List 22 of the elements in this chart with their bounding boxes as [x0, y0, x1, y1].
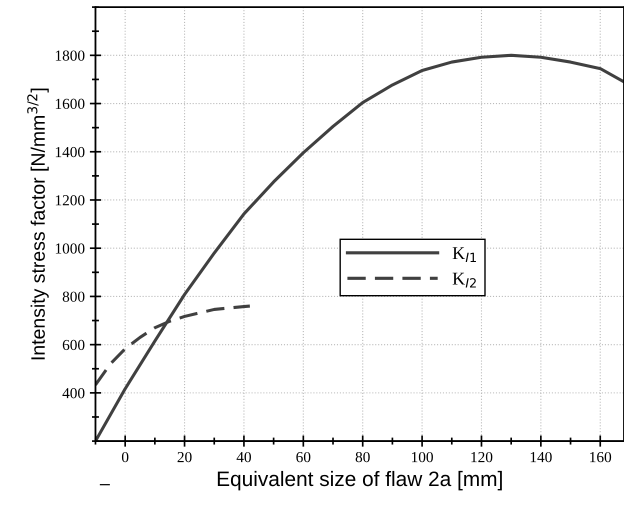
y-axis-title: Intensity stress factor [N/mm$^{3/2}$]: [27, 88, 49, 360]
y-tick-label: 600: [62, 340, 84, 350]
x-tick-label: 60: [296, 452, 310, 462]
x-axis-title: Equivalent size of flaw 2a [mm]: [218, 470, 502, 490]
x-tick-label: 140: [530, 452, 552, 462]
y-tick-label: 1000: [56, 243, 84, 254]
y-tick-label: 1400: [56, 146, 84, 158]
x-tick-label: 40: [236, 452, 251, 462]
text: –: [100, 484, 110, 486]
y-tick-label: 1600: [56, 98, 84, 109]
x-tick-label: 160: [590, 452, 612, 462]
y-tick-label: 1800: [56, 50, 84, 61]
y-tick-label: 800: [62, 292, 84, 302]
x-tick-label: 20: [178, 452, 192, 462]
x-tick-label: 80: [356, 452, 370, 462]
x-tick-label: 100: [412, 452, 433, 462]
legend-label: K$_{I2}$: [452, 272, 476, 288]
x-tick-label: 120: [471, 452, 492, 462]
y-tick-label: 1200: [56, 195, 84, 206]
y-tick-label: 400: [62, 388, 84, 398]
legend-label: K$_{I1}$: [452, 247, 476, 262]
x-tick-label: 0: [122, 452, 128, 462]
